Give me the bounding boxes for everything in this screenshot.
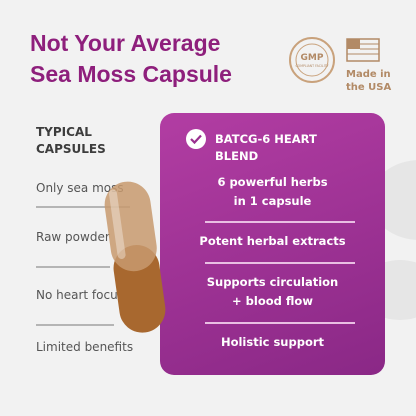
divider <box>205 221 355 223</box>
heading-line: BATCG-6 HEART <box>215 132 317 146</box>
blend-heading: BATCG-6 HEART BLEND <box>215 131 317 165</box>
typical-heading: TYPICAL CAPSULES <box>36 124 106 158</box>
gmp-sub: COMPLIANT FACILITY <box>295 64 328 68</box>
divider <box>205 322 355 324</box>
divider <box>205 262 355 264</box>
item-line: Supports circulation <box>206 275 339 289</box>
blend-item: 6 powerful herbs in 1 capsule <box>165 173 380 211</box>
typical-item: No heart focus <box>36 288 124 302</box>
divider <box>36 206 130 208</box>
title: Not Your Average Sea Moss Capsule <box>30 28 232 90</box>
divider <box>36 324 114 326</box>
blend-card <box>160 113 385 375</box>
gmp-text: GMP <box>301 53 324 63</box>
heading-line: CAPSULES <box>36 142 106 156</box>
item-line: Potent herbal extracts <box>199 234 346 248</box>
heading-line: BLEND <box>215 149 259 163</box>
gmp-badge: GMP COMPLIANT FACILITY <box>289 37 335 83</box>
blend-item: Potent herbal extracts <box>165 232 380 251</box>
item-line: Holistic support <box>220 335 325 349</box>
divider <box>36 266 110 268</box>
typical-item: Only sea moss <box>36 181 124 195</box>
item-line: 6 powerful herbs <box>217 175 328 189</box>
title-line: Not Your Average <box>30 30 221 56</box>
usa-line: Made in <box>346 69 391 80</box>
usa-line: the USA <box>346 82 392 93</box>
capsule <box>104 181 166 333</box>
item-line: in 1 capsule <box>233 194 312 208</box>
usa-flag <box>346 38 380 62</box>
typical-item: Limited benefits <box>36 340 134 354</box>
typical-item: Raw powder <box>36 230 110 244</box>
usa-label: Made in the USA <box>346 68 391 94</box>
heading-line: TYPICAL <box>36 125 92 139</box>
item-line: + blood flow <box>232 294 313 308</box>
blend-item: Supports circulation + blood flow <box>165 273 380 311</box>
check-icon <box>186 129 206 149</box>
blend-item: Holistic support <box>165 333 380 352</box>
title-line: Sea Moss Capsule <box>30 61 232 87</box>
